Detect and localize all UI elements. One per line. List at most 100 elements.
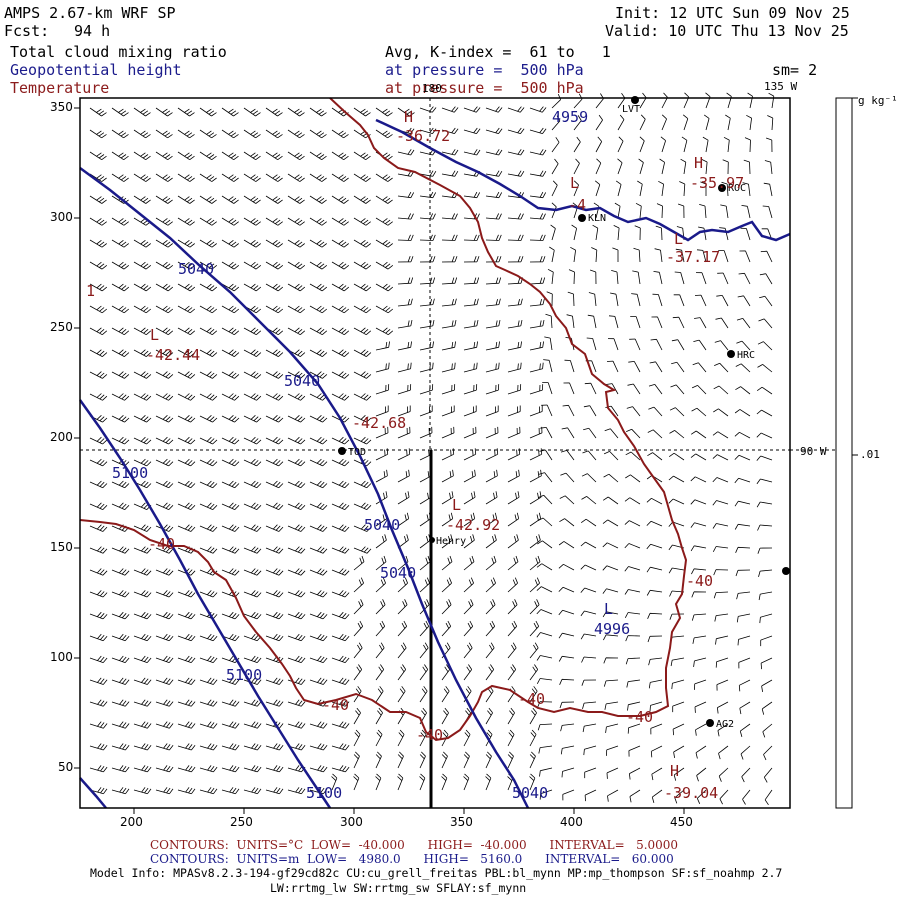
wind-barb (221, 415, 240, 423)
wind-barb (199, 173, 217, 182)
wind-barb (712, 431, 729, 439)
wind-barb (353, 283, 372, 292)
wind-barb (89, 393, 108, 401)
wind-barb (550, 224, 556, 241)
wind-barb (309, 743, 328, 751)
wind-barb (762, 723, 773, 738)
wind-barb (536, 632, 553, 638)
wind-barb (397, 405, 411, 417)
wind-barb (221, 107, 239, 117)
wind-barb (507, 384, 522, 395)
wind-barb (287, 721, 306, 729)
wind-barb (651, 316, 663, 329)
wind-barb (764, 789, 773, 806)
extremum-value: -42.92 (446, 516, 500, 534)
valid-time: Valid: 10 UTC Thu 13 Nov 25 (605, 22, 849, 40)
wind-barb (265, 721, 284, 729)
wind-barb (529, 405, 543, 417)
station-roc: ROC (728, 183, 746, 194)
wind-barb (715, 317, 729, 329)
wind-barb (719, 227, 729, 241)
wind-barb (397, 234, 414, 241)
wind-barb (768, 92, 775, 109)
wind-barb (758, 569, 773, 578)
wind-barb (637, 180, 643, 197)
wind-barb (111, 436, 130, 445)
wind-barb (759, 295, 773, 307)
wind-barb (485, 256, 502, 263)
wind-barb (243, 568, 262, 576)
wind-barb (155, 611, 174, 620)
wind-barb (419, 686, 428, 703)
wind-barb (221, 239, 239, 248)
wind-barb (221, 699, 240, 707)
wind-barb (529, 729, 537, 747)
wind-barb (309, 173, 327, 182)
wind-barb (287, 743, 306, 751)
wind-barb (419, 555, 431, 571)
wind-barb (581, 656, 597, 663)
y-tick: 150 (50, 540, 73, 554)
wind-barb (463, 642, 473, 659)
wind-barb (155, 502, 174, 510)
wind-barb (756, 455, 773, 461)
wind-barb (743, 159, 751, 175)
wind-barb (691, 568, 707, 575)
wind-barb (265, 283, 284, 292)
wind-barb (133, 305, 152, 314)
wind-barb (89, 261, 108, 270)
wind-barb (606, 383, 619, 395)
wind-barb (629, 767, 641, 780)
wind-barb (529, 106, 547, 113)
wind-barb (199, 655, 218, 663)
wind-barb (243, 107, 261, 117)
wind-barb (177, 327, 196, 336)
wind-barb (331, 283, 350, 292)
wind-barb (580, 587, 597, 593)
wind-barb (507, 426, 521, 439)
wind-barb (243, 239, 261, 248)
wind-barb (595, 114, 603, 131)
wind-barb (573, 180, 579, 197)
wind-barb (507, 341, 522, 351)
wind-barb (309, 349, 328, 357)
wind-barb (627, 701, 641, 711)
wind-barb (538, 745, 553, 754)
wind-barb (111, 283, 130, 292)
wind-barb (701, 159, 708, 175)
wind-barb (441, 577, 452, 593)
wind-barb (419, 491, 432, 505)
wind-barb (560, 450, 575, 461)
wind-barb (133, 195, 151, 204)
wind-barb (587, 314, 597, 329)
wind-barb (485, 512, 498, 527)
wind-barb (559, 495, 575, 505)
wind-barb (309, 195, 327, 204)
wind-barb (633, 247, 641, 263)
wind-barb (712, 454, 729, 461)
wind-barb (397, 107, 415, 117)
wind-barb (155, 129, 173, 139)
colorbar-unit: g kg⁻¹ (858, 94, 898, 107)
wind-barb (581, 473, 597, 483)
extremum-kind: L (570, 174, 579, 192)
wind-barb (712, 523, 729, 529)
wind-barb (463, 191, 481, 199)
wind-barb (353, 599, 364, 615)
plot-frame (79, 97, 791, 809)
wind-barb (541, 404, 553, 417)
wind-barb (243, 765, 262, 773)
wind-barb (485, 773, 492, 791)
wind-barb (595, 158, 602, 175)
wind-barb (653, 271, 663, 285)
footer-model-info-2: LW:rrtmg_lw SW:rrtmg_sw SFLAY:sf_mynn (270, 881, 527, 895)
wind-barb (485, 555, 497, 571)
wind-barb (221, 590, 240, 598)
wind-barb (309, 239, 327, 248)
wind-barb (485, 341, 500, 351)
wind-barb (265, 436, 284, 445)
wind-barb (507, 620, 518, 637)
wind-barb (485, 664, 495, 681)
wind-barb (375, 327, 394, 336)
wind-barb (740, 227, 751, 241)
